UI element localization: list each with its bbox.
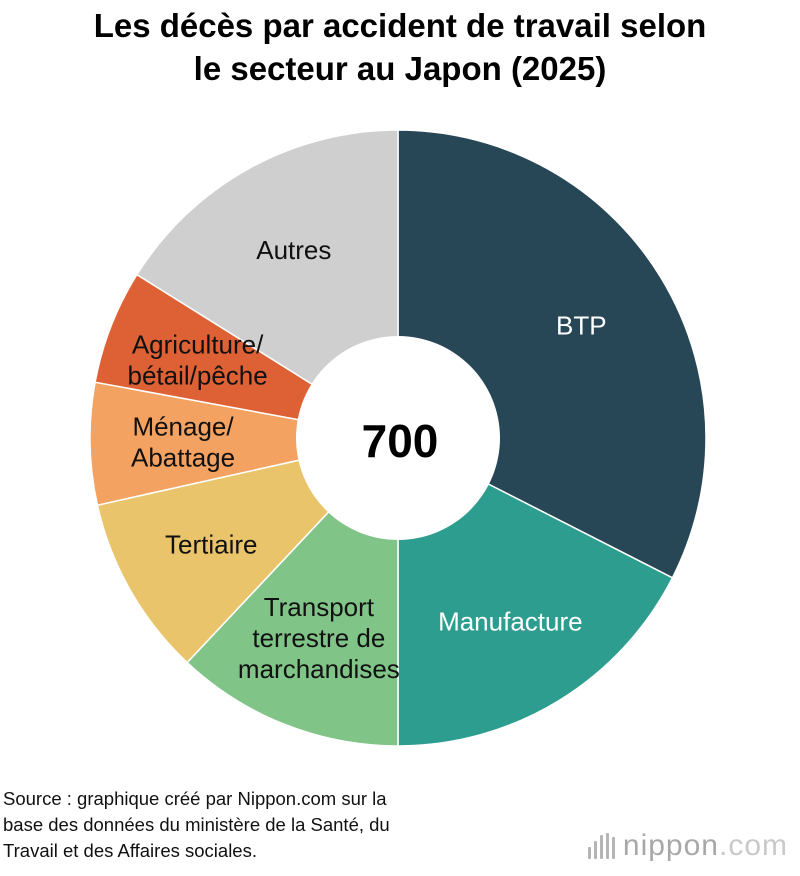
pie-slice-1 xyxy=(397,436,674,747)
chart-title: Les décès par accident de travail selon … xyxy=(0,4,800,90)
pie-slice-4 xyxy=(89,381,399,507)
slice-label-3-line-0: Tertiaire xyxy=(165,530,257,560)
slice-labels: BTP Manufacture Transport terrestre de march… xyxy=(127,235,606,684)
slice-label-4: Ménage/Abattage xyxy=(131,412,235,473)
logo-word-nippon: nippon xyxy=(622,829,719,862)
slice-label-0-line-0: BTP xyxy=(556,311,607,341)
slice-label-6-line-0: Autres xyxy=(256,235,331,265)
slice-label-5: Agriculture/bétail/pêche xyxy=(127,330,267,391)
slice-label-6: Autres xyxy=(256,235,331,265)
slice-label-2-line-2: marchandises xyxy=(238,654,400,684)
slice-label-2: Transport terrestre de marchandises xyxy=(238,592,400,684)
slice-label-3: Tertiaire xyxy=(165,530,257,560)
source-line-1: Source : graphique créé par Nippon.com s… xyxy=(3,788,387,809)
source-note: Source : graphique créé par Nippon.com s… xyxy=(3,786,390,864)
logo-word-com: .com xyxy=(718,829,788,862)
logo-bars-icon xyxy=(587,833,615,859)
source-line-2: base des données du ministère de la Sant… xyxy=(3,814,390,835)
slice-label-0: BTP xyxy=(556,311,607,341)
slice-label-4-line-0: Ménage/ xyxy=(132,412,234,442)
logo-wordmark: nippon.com xyxy=(623,829,788,863)
slice-label-5-line-0: Agriculture/ xyxy=(132,330,264,360)
center-total-label: 700 xyxy=(362,415,439,467)
donut-hole xyxy=(296,336,500,540)
slice-label-5-line-1: bétail/pêche xyxy=(127,361,267,391)
slice-label-4-line-1: Abattage xyxy=(131,443,235,473)
slice-label-2-line-1: terrestre de xyxy=(252,623,385,653)
source-line-3: Travail et des Affaires sociales. xyxy=(3,840,257,861)
nippon-logo: nippon.com xyxy=(587,829,788,863)
slice-label-2-line-0: Transport xyxy=(264,592,375,622)
chart-title-line-1: Les décès par accident de travail selon xyxy=(93,7,707,44)
slice-label-1: Manufacture xyxy=(438,606,583,636)
chart-title-line-2: le secteur au Japon (2025) xyxy=(193,50,607,87)
slice-label-1-line-0: Manufacture xyxy=(438,606,583,636)
